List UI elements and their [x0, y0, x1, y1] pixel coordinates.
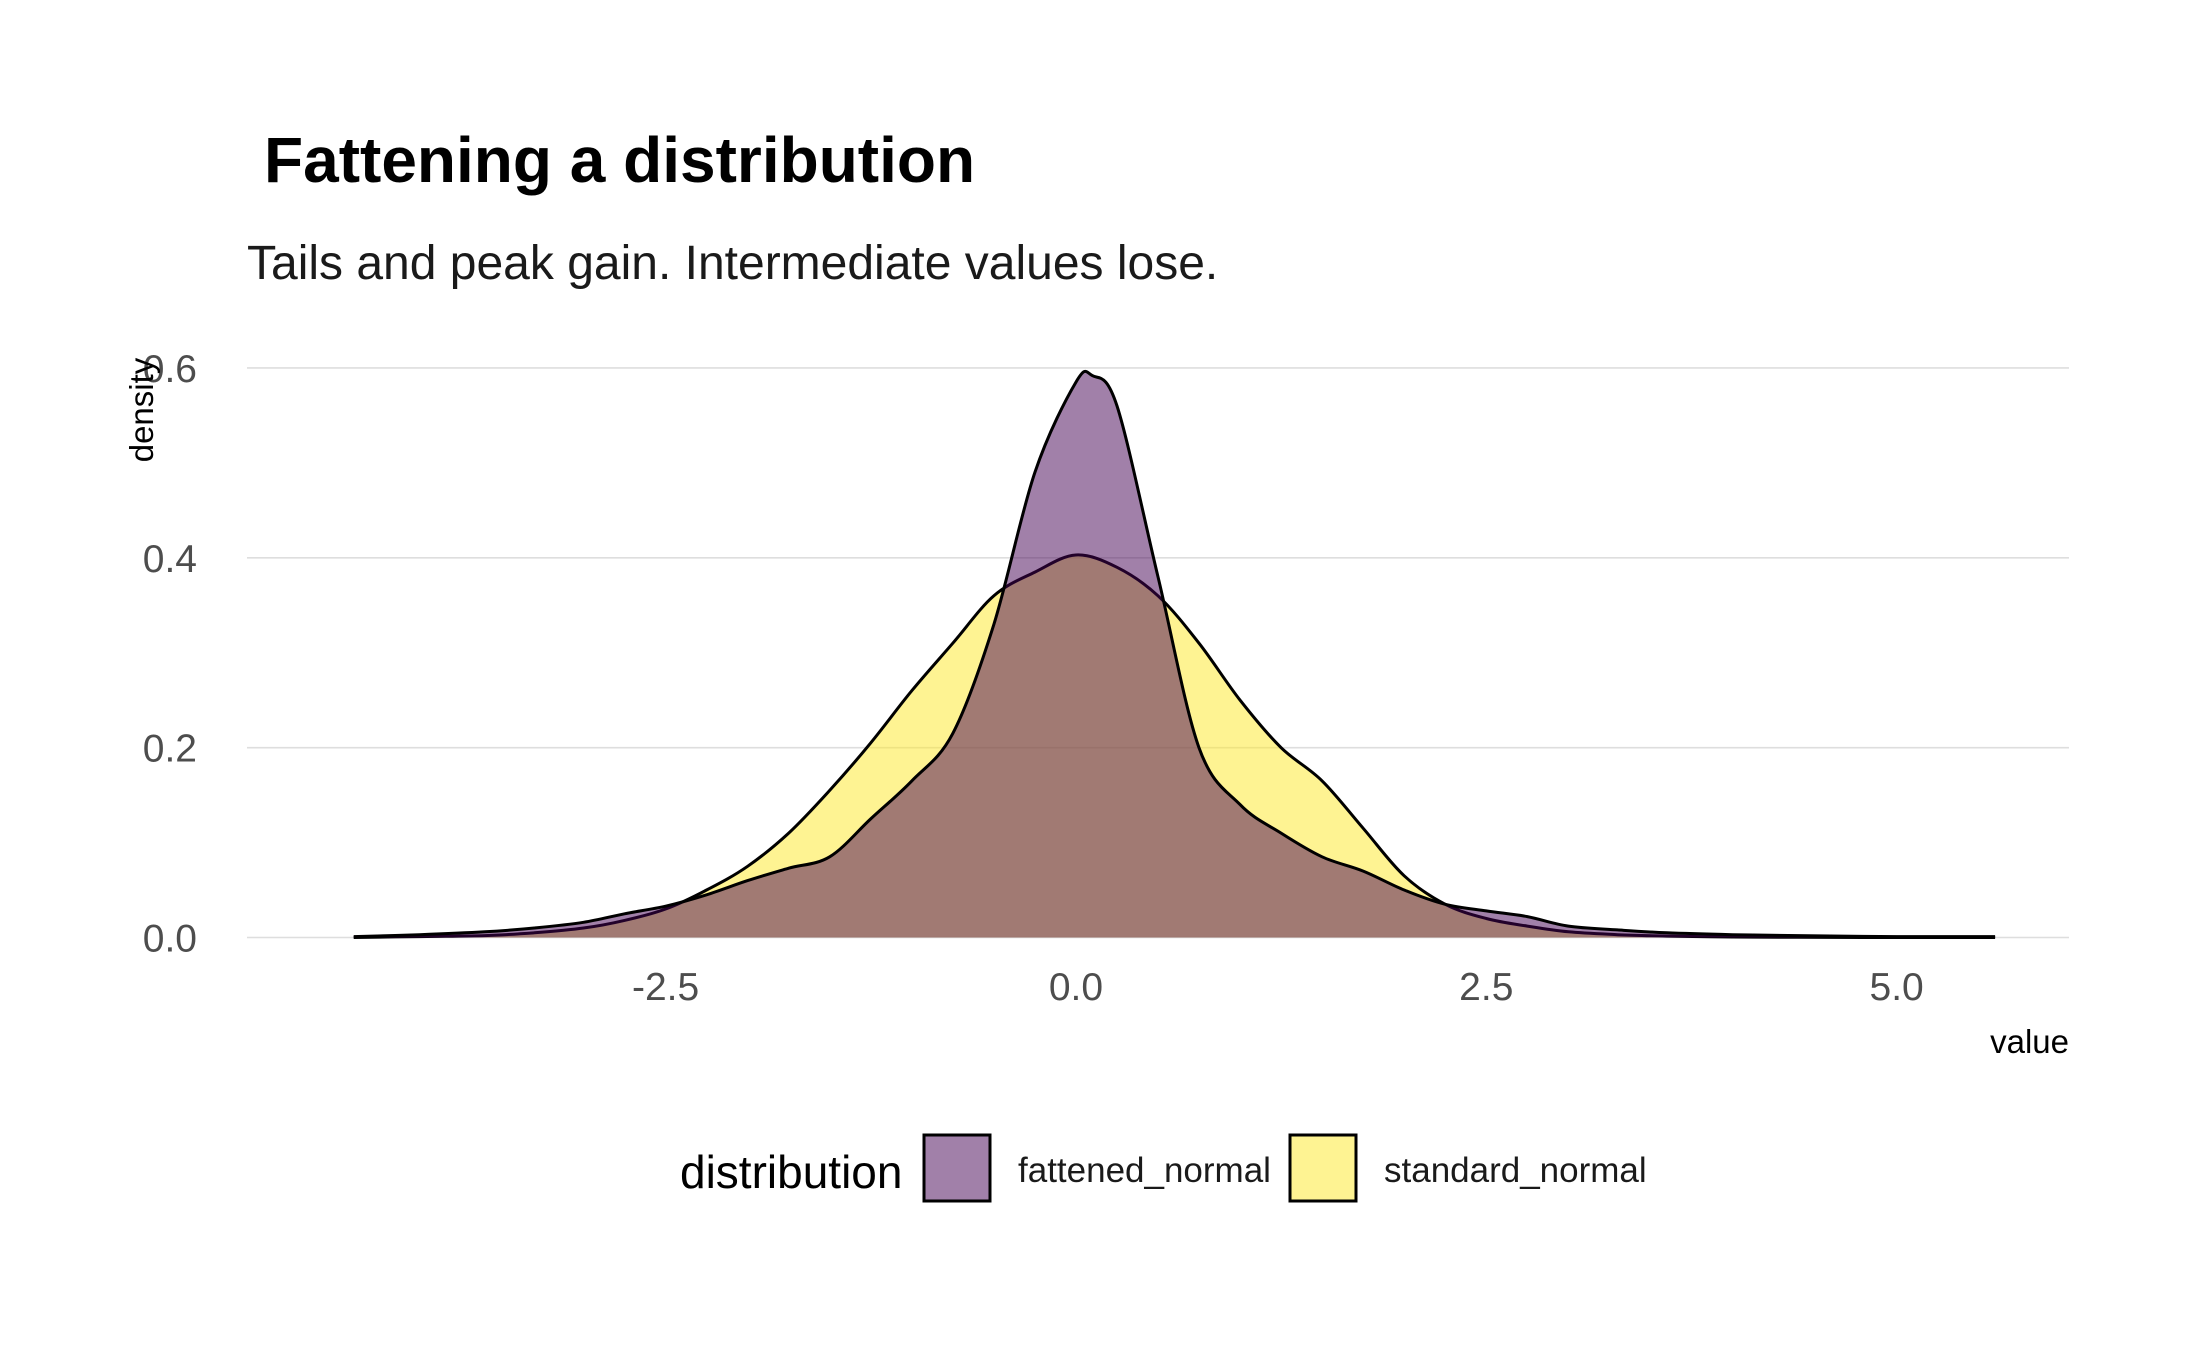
x-tick-label-3: 5.0: [1870, 966, 1924, 1009]
y-tick-label-1: 0.2: [143, 728, 197, 771]
y-axis-title: density: [123, 357, 160, 462]
legend-items: fattened_normal standard_normal: [922, 1133, 1647, 1203]
legend-key-fattened_normal: [922, 1133, 992, 1203]
legend: distribution fattened_normal standard_nor…: [680, 1133, 1647, 1203]
x-tick-label-1: 0.0: [1049, 966, 1103, 1009]
density-outline-fattened_normal: [353, 369, 1996, 939]
legend-title: distribution: [680, 1146, 902, 1198]
legend-label-fattened_normal: fattened_normal: [1018, 1151, 1271, 1190]
y-tick-label-0: 0.0: [143, 918, 197, 961]
x-tick-label-0: -2.5: [632, 966, 699, 1009]
density-areas: [353, 369, 1996, 940]
chart-title: Fattening a distribution: [264, 124, 975, 196]
y-tick-label-3: 0.6: [143, 348, 197, 391]
chart-subtitle: Tails and peak gain. Intermediate values…: [247, 237, 1218, 290]
legend-label-standard_normal: standard_normal: [1384, 1151, 1647, 1190]
y-tick-label-2: 0.4: [143, 538, 197, 581]
legend-key-standard_normal: [1288, 1133, 1358, 1203]
x-tick-labels: -2.5 0.0 2.5 5.0: [632, 966, 1924, 1009]
y-tick-labels: 0.0 0.2 0.4 0.6: [143, 348, 197, 961]
x-tick-label-2: 2.5: [1459, 966, 1513, 1009]
x-axis-title: value: [1990, 1023, 2069, 1060]
